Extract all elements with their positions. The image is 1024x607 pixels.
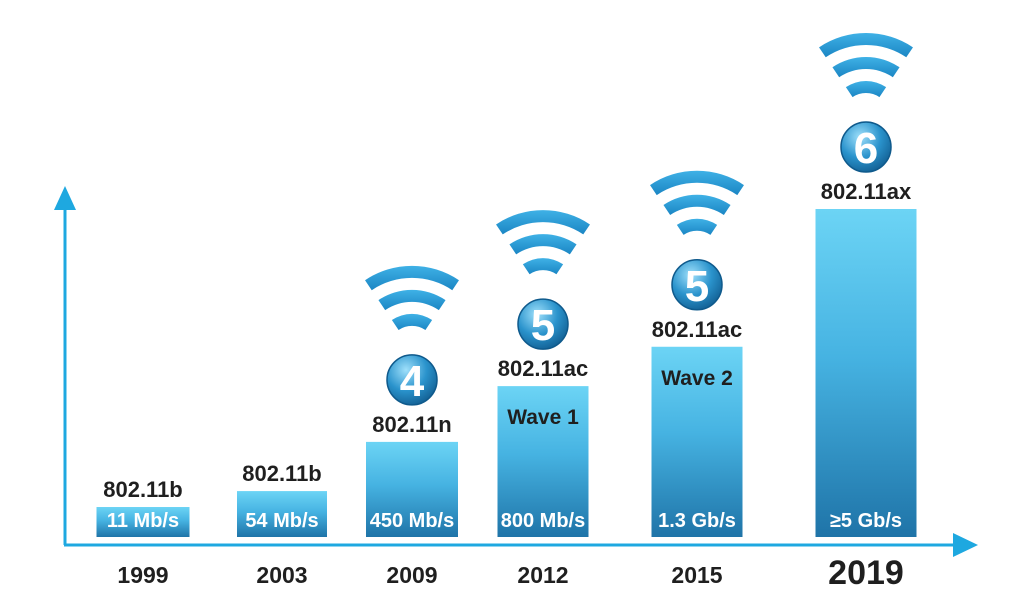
bar-1999 xyxy=(96,507,190,537)
bar-2019 xyxy=(815,209,917,537)
wifi-arc-3 xyxy=(365,265,459,291)
wifi-arc-2 xyxy=(832,56,900,78)
wifi-arc-1 xyxy=(522,258,564,275)
wifi-arc-3 xyxy=(819,32,913,58)
bar-2012 xyxy=(497,386,589,537)
speed-label-2019: ≥5 Gb/s xyxy=(830,510,902,532)
year-label-2003: 2003 xyxy=(256,562,307,588)
standard-label-2015: 802.11ac xyxy=(652,317,743,342)
wifi-arc-1 xyxy=(391,313,433,330)
wifi-arc-2 xyxy=(663,194,731,215)
generation-number-2009: 4 xyxy=(400,357,425,406)
wifi-icon xyxy=(496,210,590,275)
generation-badge-2009 xyxy=(386,354,438,406)
year-label-2009: 2009 xyxy=(386,562,437,588)
wifi-icon xyxy=(819,32,913,98)
bar-2003 xyxy=(237,491,327,537)
generation-badge-2019 xyxy=(840,121,892,173)
speed-label-2009: 450 Mb/s xyxy=(370,510,454,532)
wifi-arc-3 xyxy=(496,210,590,235)
standard-label-2009: 802.11n xyxy=(372,412,452,437)
year-label-2015: 2015 xyxy=(671,562,722,588)
year-label-2012: 2012 xyxy=(517,562,568,588)
bar-2015 xyxy=(651,346,743,537)
x-axis-arrow xyxy=(953,533,978,557)
standard-label-2003: 802.11b xyxy=(242,461,322,486)
wave-label-2012: Wave 1 xyxy=(507,406,579,429)
year-label-2019: 2019 xyxy=(828,554,904,592)
wifi-arc-3 xyxy=(650,170,744,196)
wifi-icon xyxy=(365,265,459,330)
standard-label-1999: 802.11b xyxy=(103,477,183,502)
wave-label-2015: Wave 2 xyxy=(661,367,733,390)
chart-marks: 11 Mb/s 802.11b 1999 54 Mb/s 802.11b 2003 450 … xyxy=(96,32,917,592)
wifi-arc-1 xyxy=(845,81,887,98)
speed-label-2015: 1.3 Gb/s xyxy=(658,510,736,532)
speed-label-2003: 54 Mb/s xyxy=(245,510,318,532)
wifi-arc-2 xyxy=(509,234,577,255)
standard-label-2019: 802.11ax xyxy=(821,179,912,204)
speed-label-1999: 11 Mb/s xyxy=(107,510,179,532)
speed-label-2012: 800 Mb/s xyxy=(501,510,585,532)
generation-badge-2012 xyxy=(517,298,569,350)
generation-number-2012: 5 xyxy=(531,301,555,350)
bar-2009 xyxy=(366,441,458,537)
wifi-arc-1 xyxy=(676,218,718,235)
standard-label-2012: 802.11ac xyxy=(498,356,589,381)
year-label-1999: 1999 xyxy=(117,562,168,588)
axes xyxy=(54,186,978,557)
generation-number-2015: 5 xyxy=(685,262,709,311)
wifi-arc-2 xyxy=(378,289,446,311)
generation-badge-2015 xyxy=(671,259,723,311)
y-axis-arrow xyxy=(54,186,76,210)
generation-number-2019: 6 xyxy=(854,124,878,173)
wifi-icon xyxy=(650,170,744,235)
